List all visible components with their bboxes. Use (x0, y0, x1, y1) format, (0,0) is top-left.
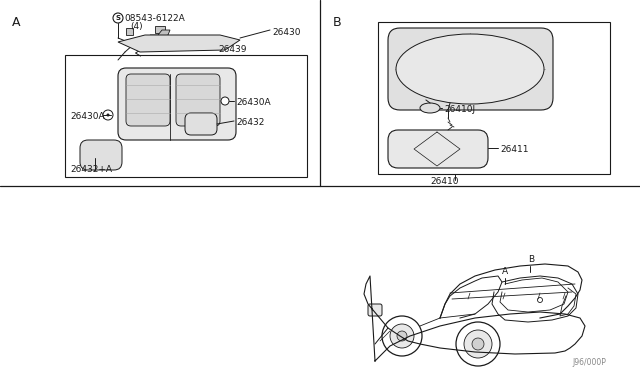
Text: S: S (451, 85, 456, 91)
Polygon shape (155, 26, 165, 33)
Circle shape (103, 110, 113, 120)
FancyBboxPatch shape (80, 140, 122, 170)
Circle shape (221, 97, 229, 105)
Text: A: A (502, 267, 508, 276)
Circle shape (382, 316, 422, 356)
Text: B: B (528, 255, 534, 264)
FancyBboxPatch shape (368, 304, 382, 316)
Text: 26410J: 26410J (444, 105, 475, 114)
FancyBboxPatch shape (388, 130, 488, 168)
Text: (2): (2) (464, 93, 477, 102)
FancyBboxPatch shape (185, 113, 217, 135)
Text: B: B (333, 16, 342, 29)
Bar (378, 22, 610, 174)
Text: 08513-51612: 08513-51612 (459, 84, 520, 93)
Text: 26432: 26432 (236, 118, 264, 127)
FancyBboxPatch shape (118, 68, 236, 140)
Ellipse shape (396, 34, 544, 104)
Polygon shape (150, 30, 170, 40)
Text: 26432+A: 26432+A (70, 165, 112, 174)
Circle shape (472, 338, 484, 350)
Text: A: A (12, 16, 20, 29)
Circle shape (464, 330, 492, 358)
Text: 26430: 26430 (272, 28, 301, 37)
Polygon shape (118, 35, 240, 52)
Bar (65, 55, 307, 177)
Circle shape (397, 331, 407, 341)
Circle shape (113, 13, 123, 23)
FancyBboxPatch shape (126, 74, 170, 126)
Circle shape (390, 324, 414, 348)
Text: 26410: 26410 (430, 177, 458, 186)
Text: 26411: 26411 (500, 145, 529, 154)
Text: 26430A: 26430A (236, 98, 271, 107)
Text: J96/000P: J96/000P (572, 358, 606, 367)
Text: S: S (115, 15, 120, 21)
Text: (4): (4) (130, 22, 143, 31)
Circle shape (480, 45, 500, 65)
Text: 08543-6122A: 08543-6122A (124, 14, 185, 23)
Circle shape (448, 83, 458, 93)
Text: 26430A: 26430A (70, 112, 104, 121)
Circle shape (480, 73, 500, 93)
Polygon shape (126, 28, 133, 35)
Ellipse shape (420, 103, 440, 113)
Circle shape (106, 113, 109, 116)
FancyBboxPatch shape (388, 28, 553, 110)
Circle shape (440, 73, 460, 93)
FancyBboxPatch shape (176, 74, 220, 126)
Circle shape (456, 322, 500, 366)
Circle shape (440, 45, 460, 65)
Text: 26439: 26439 (218, 45, 246, 54)
